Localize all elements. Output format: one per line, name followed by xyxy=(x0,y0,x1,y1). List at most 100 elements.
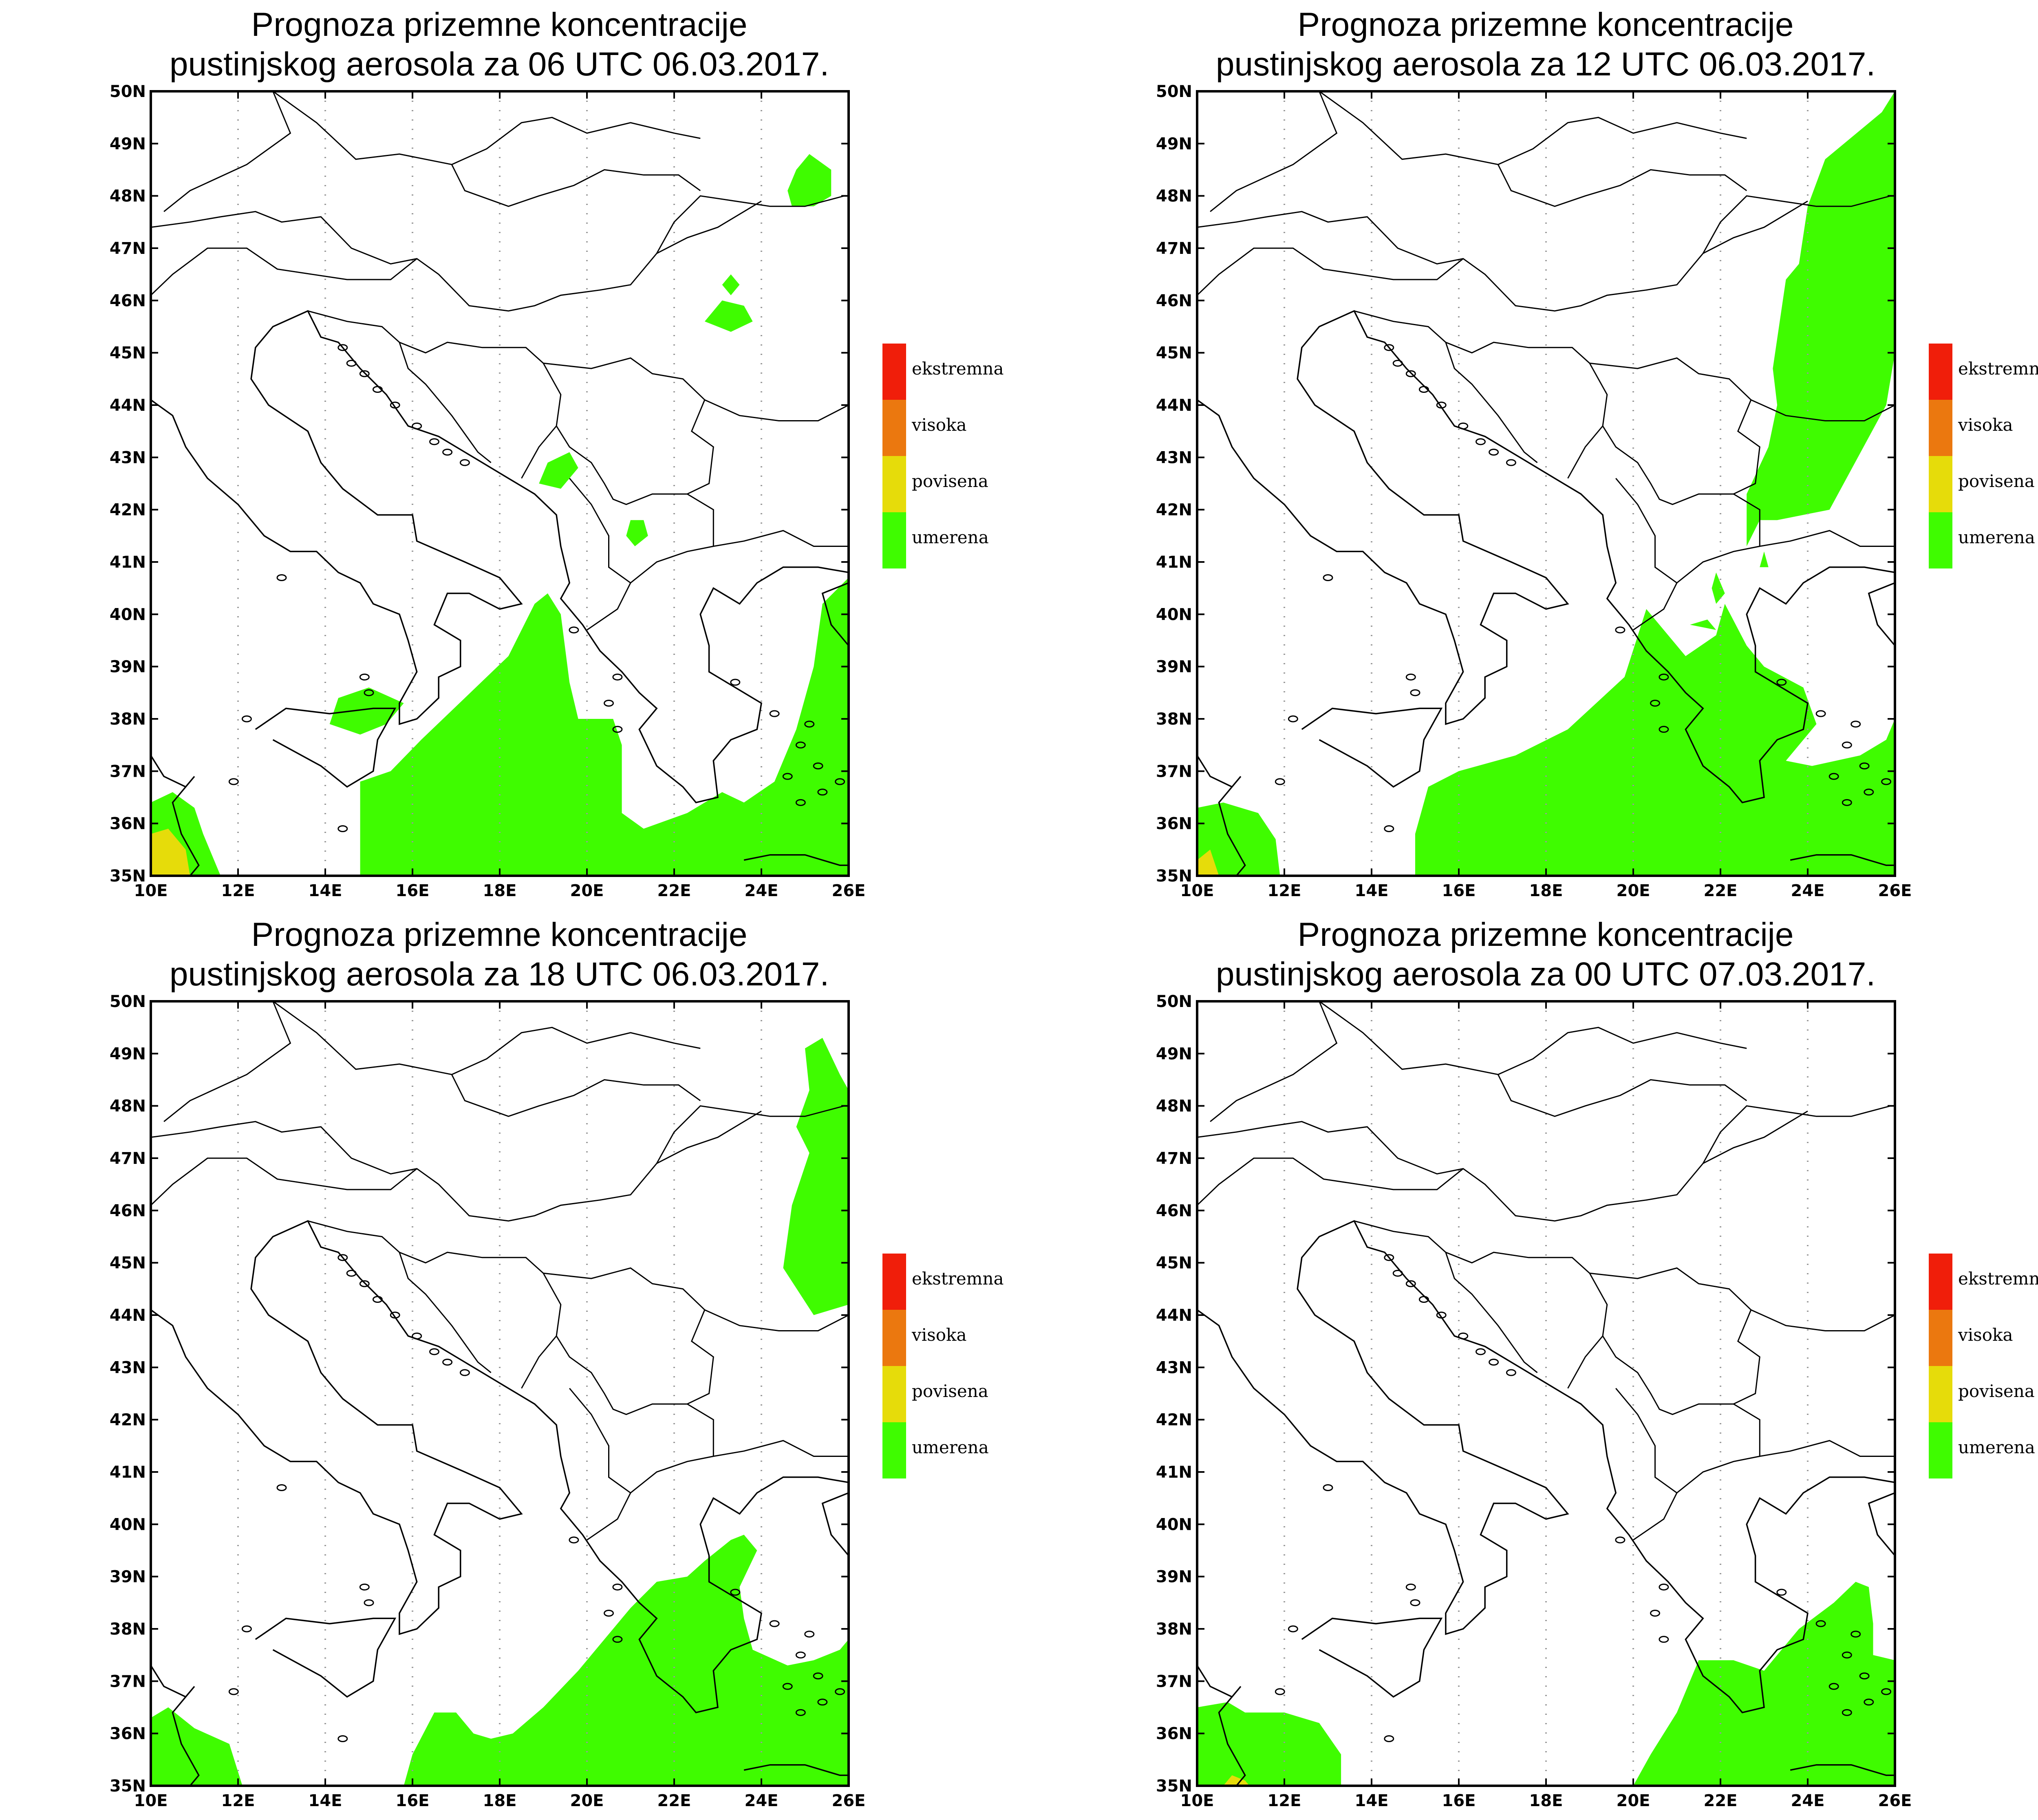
country-border xyxy=(1615,1388,1760,1494)
country-border xyxy=(543,357,714,495)
lat-tick-label: 50N xyxy=(110,82,146,101)
island xyxy=(1842,1709,1852,1716)
map-svg: Prognoza prizemne koncentracijepustinjsk… xyxy=(1156,916,2038,1810)
island xyxy=(1506,1369,1516,1376)
lon-tick-label: 18E xyxy=(1529,881,1563,900)
country-border xyxy=(1633,1492,1678,1541)
aerosol-area-umerena xyxy=(783,1038,849,1315)
island xyxy=(604,1610,614,1617)
lon-tick-label: 26E xyxy=(1878,881,1912,900)
island xyxy=(337,1735,348,1742)
country-border xyxy=(151,247,417,296)
island xyxy=(817,789,828,796)
lon-tick-label: 24E xyxy=(1791,881,1825,900)
coastline xyxy=(821,582,849,646)
island xyxy=(359,673,370,681)
coastline xyxy=(151,310,849,804)
island xyxy=(241,1625,252,1633)
island xyxy=(1436,401,1447,409)
island xyxy=(1864,1699,1874,1706)
island xyxy=(1384,344,1394,351)
island xyxy=(795,799,806,806)
island xyxy=(1418,386,1429,393)
island xyxy=(442,449,453,456)
title-line-2: pustinjskog aerosola za 12 UTC 06.03.201… xyxy=(1216,46,1875,83)
island xyxy=(1405,1583,1416,1591)
map-svg: Prognoza prizemne koncentracijepustinjsk… xyxy=(110,916,1004,1810)
lon-tick-label: 24E xyxy=(1791,1791,1825,1810)
lat-tick-label: 37N xyxy=(110,1672,146,1691)
title-line-2: pustinjskog aerosola za 06 UTC 06.03.201… xyxy=(170,46,829,83)
panel-title: Prognoza prizemne koncentracijepustinjsk… xyxy=(1216,6,1875,83)
lon-tick-label: 16E xyxy=(1442,1791,1476,1810)
aerosol-area-umerena xyxy=(1633,1582,1895,1786)
legend-label: visoka xyxy=(911,1325,967,1345)
country-border xyxy=(399,342,492,463)
island xyxy=(1859,762,1870,769)
lat-tick-label: 44N xyxy=(110,1306,146,1325)
lon-tick-label: 14E xyxy=(1355,1791,1389,1810)
island xyxy=(730,1589,741,1596)
island xyxy=(364,1599,374,1606)
aerosol-area-umerena xyxy=(704,300,753,332)
island xyxy=(1288,715,1298,723)
lat-tick-label: 43N xyxy=(110,1358,146,1377)
lat-tick-label: 42N xyxy=(1156,501,1192,520)
lat-tick-label: 46N xyxy=(1156,1201,1192,1220)
island xyxy=(459,459,470,466)
country-border xyxy=(1589,1267,1760,1405)
legend-label: umerena xyxy=(1958,527,2035,547)
island xyxy=(228,1688,239,1695)
country-border xyxy=(543,1267,714,1405)
aerosol-area-umerena xyxy=(1197,1702,1341,1786)
coastline xyxy=(1868,1492,1895,1556)
lat-tick-label: 49N xyxy=(110,134,146,153)
island xyxy=(390,1311,400,1319)
island xyxy=(276,574,287,581)
lon-tick-label: 24E xyxy=(745,1791,779,1810)
legend-swatch-ekstremna xyxy=(1929,1254,1952,1310)
lon-tick-label: 20E xyxy=(570,1791,604,1810)
country-border xyxy=(1703,1111,1808,1164)
country-border xyxy=(1751,399,1895,421)
lon-tick-label: 18E xyxy=(483,881,517,900)
legend: ekstremna visoka povisena umerena xyxy=(1929,344,2038,568)
island xyxy=(1815,710,1826,717)
island xyxy=(228,778,239,785)
country-border xyxy=(1498,117,1747,165)
island xyxy=(1384,1735,1394,1742)
country-border xyxy=(1498,1027,1747,1075)
title-line-1: Prognoza prizemne koncentracije xyxy=(1298,6,1794,43)
island xyxy=(1659,1636,1669,1643)
panel-title: Prognoza prizemne koncentracijepustinjsk… xyxy=(170,6,829,83)
coastline xyxy=(1197,310,1895,804)
lat-tick-label: 35N xyxy=(1156,1777,1192,1796)
coastline xyxy=(1197,755,1246,876)
island xyxy=(1881,1688,1892,1695)
island xyxy=(1659,1583,1669,1591)
country-border xyxy=(569,478,714,584)
island xyxy=(1842,1651,1852,1659)
legend-label: visoka xyxy=(911,415,967,435)
island xyxy=(813,1672,823,1679)
panel-title: Prognoza prizemne koncentracijepustinjsk… xyxy=(170,916,829,993)
country-border xyxy=(1633,582,1678,631)
island xyxy=(429,438,439,445)
coastline xyxy=(151,1220,849,1714)
lat-tick-label: 47N xyxy=(1156,239,1192,258)
lat-tick-label: 40N xyxy=(1156,605,1192,624)
island xyxy=(1864,789,1874,796)
lat-tick-label: 36N xyxy=(1156,1725,1192,1743)
island xyxy=(1405,673,1416,681)
island xyxy=(1851,721,1861,728)
lon-tick-label: 12E xyxy=(1268,881,1301,900)
legend-swatch-visoka xyxy=(1929,400,1952,456)
island xyxy=(1436,1311,1447,1319)
map-area xyxy=(1197,91,1895,876)
aerosol-area-umerena xyxy=(1690,619,1716,630)
aerosol-area-povisena xyxy=(1197,849,1219,876)
legend-label: ekstremna xyxy=(912,1269,1004,1289)
island xyxy=(1489,1359,1499,1366)
island xyxy=(1458,1332,1469,1340)
legend-swatch-povisena xyxy=(1929,456,1952,512)
